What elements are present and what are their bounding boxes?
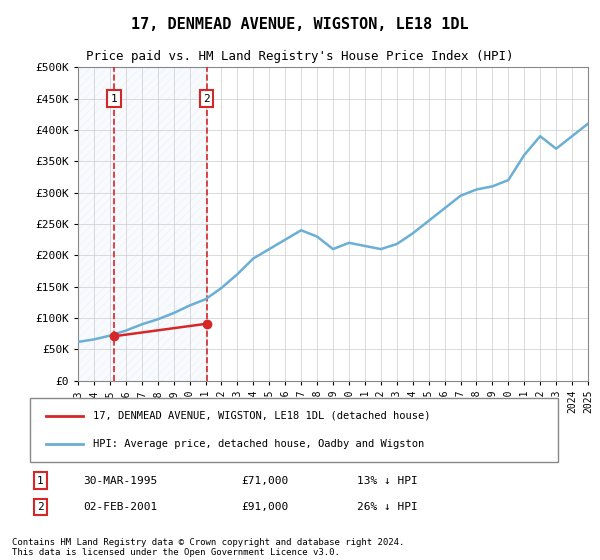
Text: 30-MAR-1995: 30-MAR-1995	[83, 476, 157, 486]
Text: 26% ↓ HPI: 26% ↓ HPI	[358, 502, 418, 512]
FancyBboxPatch shape	[30, 398, 558, 462]
Text: Price paid vs. HM Land Registry's House Price Index (HPI): Price paid vs. HM Land Registry's House …	[86, 50, 514, 63]
Text: 13% ↓ HPI: 13% ↓ HPI	[358, 476, 418, 486]
Bar	[114, 67, 207, 381]
Bar	[78, 67, 114, 381]
Text: 1: 1	[37, 476, 44, 486]
Text: 02-FEB-2001: 02-FEB-2001	[83, 502, 157, 512]
Text: 17, DENMEAD AVENUE, WIGSTON, LE18 1DL: 17, DENMEAD AVENUE, WIGSTON, LE18 1DL	[131, 17, 469, 32]
Text: 1: 1	[110, 94, 117, 104]
Text: 17, DENMEAD AVENUE, WIGSTON, LE18 1DL (detached house): 17, DENMEAD AVENUE, WIGSTON, LE18 1DL (d…	[94, 410, 431, 421]
Text: HPI: Average price, detached house, Oadby and Wigston: HPI: Average price, detached house, Oadb…	[94, 439, 425, 449]
Text: 2: 2	[37, 502, 44, 512]
Text: £91,000: £91,000	[241, 502, 289, 512]
Text: Contains HM Land Registry data © Crown copyright and database right 2024.
This d: Contains HM Land Registry data © Crown c…	[12, 538, 404, 557]
Text: 2: 2	[203, 94, 210, 104]
Text: £71,000: £71,000	[241, 476, 289, 486]
